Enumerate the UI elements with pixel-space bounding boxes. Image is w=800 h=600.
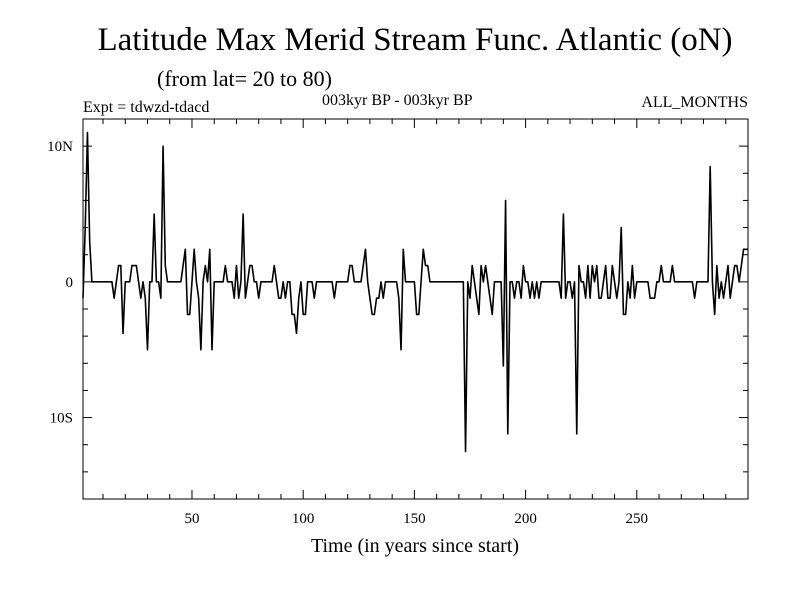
x-tick-label: 100 (292, 511, 315, 527)
series-layer (82, 131, 748, 453)
y-tick-label: 10N (47, 139, 73, 155)
experiment-label: Expt = tdwzd-tdacd (83, 99, 210, 116)
months-label: ALL_MONTHS (641, 94, 748, 111)
y-tick-label: 10S (50, 411, 73, 427)
period-label: 003kyr BP - 003kyr BP (322, 92, 473, 109)
x-tick-label: 50 (184, 511, 199, 527)
axis-tick-labels: 50 100 150 200 250 10S 0 10N (47, 139, 648, 527)
x-tick-label: 200 (514, 511, 537, 527)
y-tick-label: 0 (66, 275, 74, 291)
series-line (82, 131, 748, 453)
chart-title: Latitude Max Merid Stream Func. Atlantic… (97, 22, 733, 58)
plot-frame (82, 118, 749, 500)
x-tick-label: 150 (403, 511, 426, 527)
chart-subtitle: (from lat= 20 to 80) (157, 66, 332, 91)
x-axis-label: Time (in years since start) (311, 535, 519, 557)
x-tick-label: 250 (626, 511, 649, 527)
axis-ticks (83, 118, 749, 500)
